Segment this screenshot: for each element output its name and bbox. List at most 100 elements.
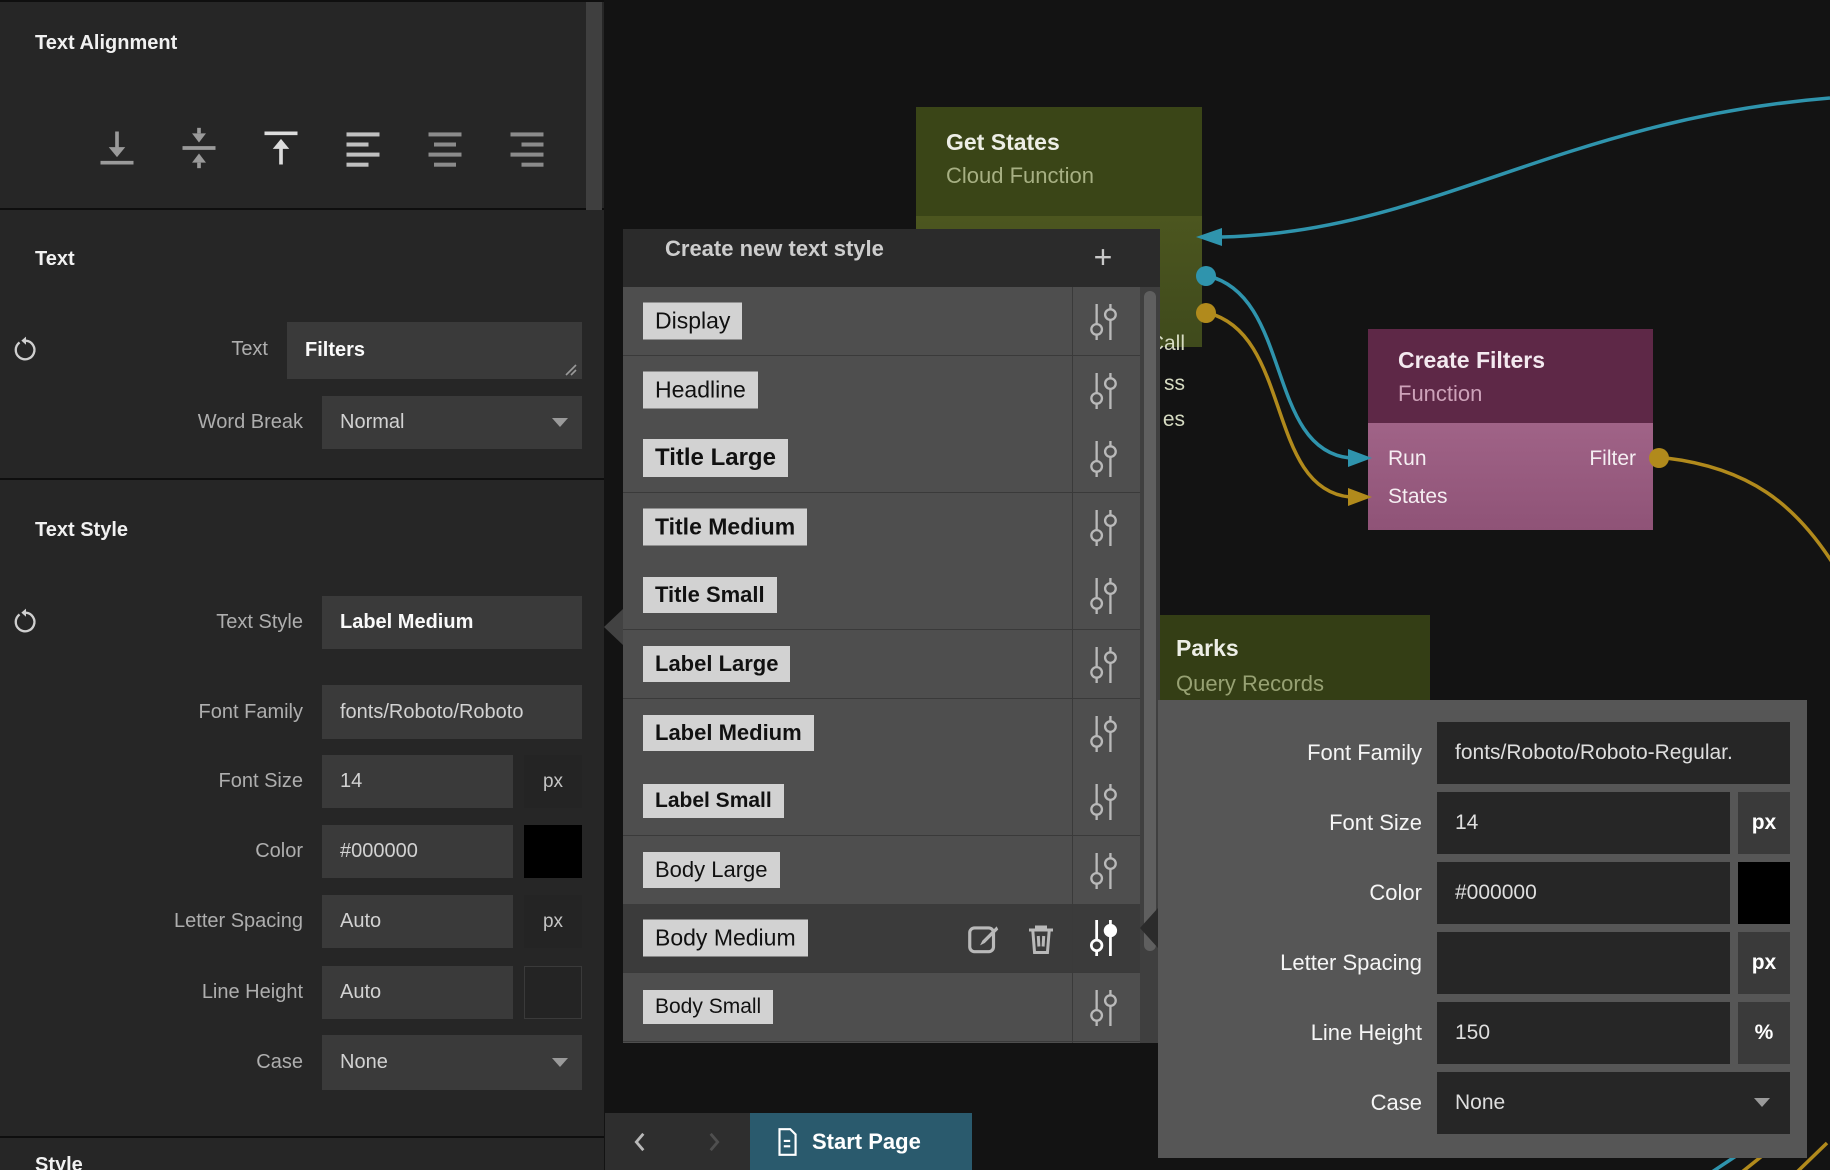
port-states[interactable]: es: [1162, 408, 1185, 431]
style-item-title-small[interactable]: Title Small: [623, 561, 1140, 631]
line-height-label: Line Height: [1310, 1020, 1422, 1045]
sliders-icon[interactable]: [1085, 916, 1121, 960]
tab-start-page[interactable]: Start Page: [750, 1113, 972, 1170]
section-divider: [0, 478, 604, 480]
resize-handle-icon[interactable]: [562, 361, 578, 377]
port-filter-out[interactable]: Filter: [1589, 447, 1636, 470]
color-swatch[interactable]: [524, 825, 582, 878]
plus-icon: +: [1093, 238, 1113, 275]
sliders-icon[interactable]: [1085, 643, 1121, 687]
properties-panel: Text Alignment: [0, 0, 604, 1170]
port-run[interactable]: Run: [1388, 447, 1427, 470]
letter-spacing-input[interactable]: [1437, 932, 1730, 994]
line-height-label: Line Height: [201, 981, 303, 1003]
edit-icon[interactable]: [965, 920, 1003, 958]
node-title: Create Filters: [1398, 347, 1546, 373]
case-label: Case: [256, 1051, 303, 1073]
line-height-input[interactable]: Auto: [322, 966, 513, 1019]
color-swatch[interactable]: [1738, 862, 1790, 924]
word-break-select[interactable]: Normal: [322, 396, 582, 449]
node-body: [1368, 423, 1653, 530]
font-size-label: Font Size: [218, 770, 303, 792]
font-size-unit[interactable]: px: [524, 755, 582, 808]
popup-scrollbar-thumb[interactable]: [1144, 291, 1156, 951]
forward-icon[interactable]: [699, 1127, 727, 1157]
node-header: [1368, 329, 1653, 423]
style-edit-panel: Font Family fonts/Roboto/Roboto-Regular.…: [1140, 700, 1807, 1158]
style-item-label-small[interactable]: Label Small: [623, 767, 1140, 837]
style-item-body-small[interactable]: Body Small: [623, 973, 1140, 1042]
align-center-horizontal-icon[interactable]: [423, 125, 467, 171]
style-item-body-medium[interactable]: Body Medium: [623, 904, 1140, 974]
sliders-icon[interactable]: [1085, 712, 1121, 756]
text-style-select[interactable]: Label Medium: [322, 596, 582, 649]
align-bottom-icon[interactable]: [95, 125, 139, 171]
popup-column-divider: [1072, 287, 1073, 1043]
letter-spacing-label: Letter Spacing: [1280, 950, 1422, 975]
sliders-icon[interactable]: [1085, 506, 1121, 550]
section-divider: [0, 1136, 604, 1138]
font-family-label: Font Family: [198, 701, 303, 723]
add-style-button[interactable]: +: [1083, 235, 1123, 279]
trash-icon[interactable]: [1023, 920, 1059, 958]
section-title-text-style: Text Style: [35, 519, 128, 541]
line-height-unit[interactable]: %: [1738, 1002, 1790, 1064]
node-title: Get States: [946, 129, 1060, 155]
letter-spacing-unit[interactable]: px: [524, 895, 582, 948]
sliders-icon[interactable]: [1085, 300, 1121, 344]
style-chip: Label Large: [643, 646, 791, 682]
node-title: Parks: [1176, 635, 1239, 661]
case-select[interactable]: None: [322, 1035, 582, 1090]
font-size-unit[interactable]: px: [1738, 792, 1790, 854]
node-subtitle: Function: [1398, 381, 1483, 406]
letter-spacing-unit[interactable]: px: [1738, 932, 1790, 994]
font-size-input[interactable]: 14: [1437, 792, 1730, 854]
text-style-label: Text Style: [216, 611, 303, 633]
popup-title: Create new text style: [665, 236, 884, 261]
style-item-title-large[interactable]: Title Large: [623, 424, 1140, 494]
style-item-headline[interactable]: Headline: [623, 355, 1140, 425]
reset-text-style-icon[interactable]: [12, 608, 40, 636]
panel-scrollbar[interactable]: [586, 2, 602, 210]
font-size-label: Font Size: [1329, 810, 1422, 835]
style-item-label-large[interactable]: Label Large: [623, 630, 1140, 699]
sliders-icon[interactable]: [1085, 574, 1121, 618]
port-states-in[interactable]: States: [1388, 485, 1448, 508]
style-chip: Body Medium: [643, 919, 808, 957]
line-height-unit[interactable]: [524, 966, 582, 1019]
node-create-filters[interactable]: Create Filters Function Run States Filte…: [1368, 329, 1653, 530]
sliders-icon[interactable]: [1085, 986, 1121, 1030]
color-input[interactable]: #000000: [322, 825, 513, 878]
letter-spacing-input[interactable]: Auto: [322, 895, 513, 948]
font-family-input[interactable]: fonts/Roboto/Roboto: [322, 685, 582, 739]
style-item-title-medium[interactable]: Title Medium: [623, 492, 1140, 562]
color-label: Color: [1369, 880, 1422, 905]
style-chip: Label Small: [643, 784, 784, 819]
sliders-icon[interactable]: [1085, 437, 1121, 481]
font-family-input[interactable]: fonts/Roboto/Roboto-Regular.: [1437, 722, 1790, 784]
back-icon[interactable]: [627, 1127, 655, 1157]
style-item-label-medium[interactable]: Label Medium: [623, 698, 1140, 768]
node-subtitle: Query Records: [1176, 671, 1324, 696]
align-right-icon[interactable]: [505, 125, 549, 171]
style-item-body-large[interactable]: Body Large: [623, 835, 1140, 905]
port-success[interactable]: ss: [1164, 372, 1185, 395]
reset-text-icon[interactable]: [12, 336, 40, 364]
font-size-input[interactable]: 14: [322, 755, 513, 808]
style-item-display[interactable]: Display: [623, 287, 1140, 356]
sliders-icon[interactable]: [1085, 369, 1121, 413]
panel-callout-arrow: [1140, 908, 1158, 948]
color-input[interactable]: #000000: [1437, 862, 1730, 924]
page-nav: [605, 1113, 750, 1170]
text-value-input[interactable]: Filters: [287, 322, 582, 379]
align-center-vertical-icon[interactable]: [177, 125, 221, 171]
line-height-input[interactable]: 150: [1437, 1002, 1730, 1064]
style-chip: Display: [643, 302, 743, 340]
case-select[interactable]: None: [1437, 1072, 1790, 1134]
align-left-icon[interactable]: [341, 125, 385, 171]
align-top-icon[interactable]: [259, 125, 303, 171]
section-title-text: Text: [35, 248, 75, 270]
sliders-icon[interactable]: [1085, 780, 1121, 824]
sliders-icon[interactable]: [1085, 849, 1121, 893]
